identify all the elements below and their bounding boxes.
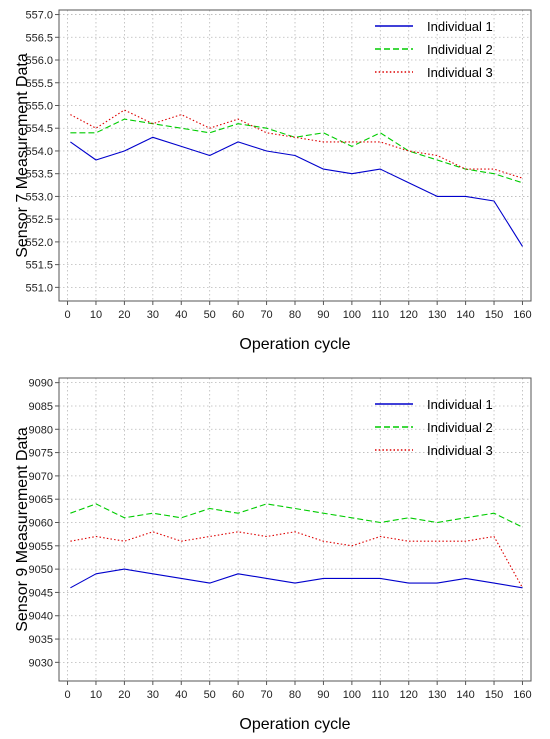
x-tick-label: 100: [343, 689, 361, 701]
x-tick-label: 140: [456, 309, 474, 321]
y-tick-label: 551.0: [25, 282, 53, 294]
y-tick-label: 9035: [29, 634, 53, 646]
tick-labels: 0 10 20 30 40 50 60 70 80 90 100 110 120 130 140 150 160…: [25, 10, 531, 321]
grid: [59, 378, 531, 681]
x-tick-label: 100: [343, 309, 361, 321]
legend-label-individual-3: Individual 3: [427, 443, 493, 458]
chart-sensor-9: 0 10 20 30 40 50 60 70 80 90 100 110 120 130 140 150 160…: [14, 377, 532, 733]
x-tick-label: 70: [260, 689, 272, 701]
x-tick-label: 0: [64, 689, 70, 701]
y-tick-label: 556.0: [25, 55, 53, 67]
x-tick-label: 40: [175, 309, 187, 321]
legend-label-individual-2: Individual 2: [427, 42, 493, 57]
legend-label-individual-3: Individual 3: [427, 65, 493, 80]
y-tick-label: 9050: [29, 564, 53, 576]
x-tick-label: 70: [260, 309, 272, 321]
x-tick-label: 110: [372, 689, 390, 701]
y-tick-label: 9085: [29, 401, 53, 413]
y-axis-label: Sensor 9 Measurement Data: [14, 427, 31, 632]
y-tick-label: 9070: [29, 471, 53, 483]
y-tick-label: 9090: [29, 378, 53, 390]
chart-sensor-7: 0 10 20 30 40 50 60 70 80 90 100 110 120 130 140 150 160…: [14, 9, 532, 353]
x-tick-label: 140: [456, 689, 474, 701]
y-tick-label: 555.5: [25, 78, 53, 90]
series-line-individual-2: [70, 118, 523, 184]
x-tick-label: 40: [175, 689, 187, 701]
y-tick-label: 554.0: [25, 146, 53, 158]
x-tick-label: 10: [90, 689, 102, 701]
x-tick-label: 90: [317, 689, 329, 701]
x-tick-label: 0: [64, 309, 70, 321]
legend: Individual 1 Individual 2 Individual 3: [375, 19, 493, 80]
x-axis-label: Operation cycle: [239, 716, 350, 733]
x-tick-label: 30: [147, 309, 159, 321]
x-tick-label: 160: [513, 309, 531, 321]
x-tick-label: 20: [118, 309, 130, 321]
x-tick-label: 130: [428, 689, 446, 701]
x-axis-label: Operation cycle: [239, 336, 350, 353]
y-tick-label: 9075: [29, 448, 53, 460]
x-tick-label: 60: [232, 309, 244, 321]
y-tick-label: 556.5: [25, 32, 53, 44]
x-tick-label: 90: [317, 309, 329, 321]
series-layer: [70, 109, 523, 247]
y-tick-label: 557.0: [25, 10, 53, 22]
x-tick-label: 30: [147, 689, 159, 701]
legend: Individual 1 Individual 2 Individual 3: [375, 397, 493, 458]
x-tick-label: 120: [400, 309, 418, 321]
x-tick-label: 150: [485, 689, 503, 701]
series-line-individual-3: [70, 109, 523, 179]
x-tick-label: 50: [204, 309, 216, 321]
y-tick-label: 553.0: [25, 191, 53, 203]
y-tick-label: 554.5: [25, 123, 53, 135]
grid: [59, 10, 531, 301]
series-line-individual-1: [70, 136, 523, 247]
x-tick-label: 60: [232, 689, 244, 701]
y-tick-label: 553.5: [25, 169, 53, 181]
x-tick-label: 80: [289, 309, 301, 321]
x-tick-label: 120: [400, 689, 418, 701]
y-tick-label: 552.0: [25, 237, 53, 249]
series-line-individual-1: [70, 568, 523, 589]
y-tick-label: 9045: [29, 587, 53, 599]
y-tick-label: 551.5: [25, 260, 53, 272]
y-tick-label: 9060: [29, 518, 53, 530]
series-line-individual-2: [70, 503, 523, 528]
legend-label-individual-1: Individual 1: [427, 397, 493, 412]
y-tick-label: 9080: [29, 424, 53, 436]
legend-label-individual-2: Individual 2: [427, 420, 493, 435]
y-tick-label: 555.0: [25, 100, 53, 112]
x-tick-label: 150: [485, 309, 503, 321]
y-tick-label: 552.5: [25, 214, 53, 226]
x-tick-label: 10: [90, 309, 102, 321]
x-tick-label: 160: [513, 689, 531, 701]
legend-label-individual-1: Individual 1: [427, 19, 493, 34]
x-tick-label: 110: [372, 309, 390, 321]
x-tick-label: 80: [289, 689, 301, 701]
series-line-individual-3: [70, 531, 523, 589]
y-tick-label: 9065: [29, 494, 53, 506]
y-tick-label: 9055: [29, 541, 53, 553]
y-axis-label: Sensor 7 Measurement Data: [14, 53, 31, 258]
y-tick-label: 9030: [29, 657, 53, 669]
x-tick-label: 50: [204, 689, 216, 701]
tick-labels: 0 10 20 30 40 50 60 70 80 90 100 110 120 130 140 150 160…: [29, 378, 532, 701]
series-layer: [70, 503, 523, 589]
y-tick-label: 9040: [29, 611, 53, 623]
x-tick-label: 130: [428, 309, 446, 321]
x-tick-label: 20: [118, 689, 130, 701]
